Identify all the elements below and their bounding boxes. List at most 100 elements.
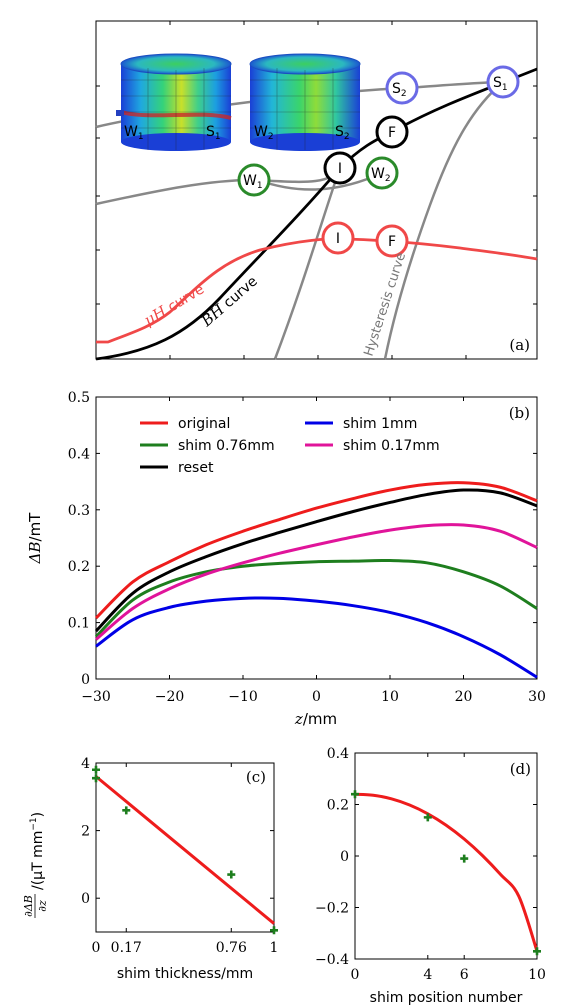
y-tick-label: 4 bbox=[81, 756, 90, 772]
x-tick-label: 0.76 bbox=[216, 940, 247, 956]
x-tick-label: 10 bbox=[381, 689, 399, 705]
legend-entry-original: original bbox=[178, 416, 230, 432]
y-tick-label: 0.2 bbox=[327, 798, 349, 814]
panel-c-ylabel: ∂ΔB ∂z /(μT mm−1) bbox=[22, 812, 49, 918]
series-line-shim-1mm bbox=[95, 596, 538, 679]
y-tick-label: 0.2 bbox=[68, 559, 90, 575]
panel-a-label: (a) bbox=[509, 336, 530, 354]
y-tick-label: 2 bbox=[81, 824, 90, 840]
panel-d-chart: 0 4 6 10 −0.4 −0.2 0 0.2 0.4 (d) shim position n… bbox=[315, 746, 546, 1006]
x-tick-label: 0 bbox=[312, 689, 321, 705]
x-tick-label: 6 bbox=[460, 967, 469, 983]
x-tick-label: 0 bbox=[351, 967, 360, 983]
legend-entry-shim-1mm: shim 1mm bbox=[343, 416, 417, 432]
panel-d-tick-labels: 0 4 6 10 −0.4 −0.2 0 0.2 0.4 bbox=[315, 746, 546, 983]
y-tick-label: 0.1 bbox=[68, 616, 90, 632]
y-tick-label: 0.3 bbox=[68, 503, 90, 519]
svg-text:F: F bbox=[388, 234, 396, 250]
y-tick-label: −0.2 bbox=[315, 901, 349, 917]
svg-text:∂z: ∂z bbox=[36, 900, 49, 912]
svg-text:W2: W2 bbox=[371, 166, 391, 184]
data-point bbox=[351, 790, 359, 799]
x-tick-label: 4 bbox=[423, 967, 432, 983]
series-line-reset bbox=[94, 488, 538, 633]
marker-f-red: F bbox=[375, 224, 409, 258]
y-tick-label: 0.4 bbox=[327, 746, 349, 762]
inset-label-s2: S2 bbox=[335, 124, 350, 142]
svg-text:S2: S2 bbox=[392, 81, 407, 99]
marker-w2: W2 bbox=[365, 156, 399, 190]
y-tick-label: 0.4 bbox=[68, 446, 90, 462]
x-tick-label: 20 bbox=[455, 689, 473, 705]
svg-text:S1: S1 bbox=[493, 75, 508, 93]
svg-text:/(μT mm−1): /(μT mm−1) bbox=[29, 812, 46, 890]
minor-loop-descending bbox=[273, 167, 342, 360]
data-point bbox=[270, 926, 278, 935]
marker-f-black: F bbox=[375, 115, 409, 149]
inset-cylinder-2 bbox=[249, 53, 361, 151]
inset-label-w1: W1 bbox=[124, 124, 144, 142]
data-point bbox=[227, 870, 236, 879]
y-tick-label: 0 bbox=[81, 672, 90, 688]
inset-cylinder-1 bbox=[116, 53, 232, 151]
panel-b-series bbox=[94, 481, 538, 679]
x-tick-label: −30 bbox=[81, 689, 111, 705]
x-tick-label: 1 bbox=[270, 940, 279, 956]
bh-curve bbox=[95, 67, 538, 361]
x-tick-label: 0.17 bbox=[111, 940, 142, 956]
hysteresis-curve-label: Hysteresis curve bbox=[362, 251, 410, 358]
svg-text:W1: W1 bbox=[243, 173, 263, 191]
x-tick-label: 0 bbox=[92, 940, 101, 956]
panel-c-frame bbox=[95, 762, 275, 933]
y-tick-label: 0 bbox=[81, 891, 90, 907]
uh-curve bbox=[96, 237, 538, 344]
panel-d-plot bbox=[351, 790, 541, 956]
marker-i-black: I bbox=[323, 151, 357, 185]
panel-a-frame bbox=[95, 20, 538, 360]
panel-b-ticks bbox=[95, 396, 538, 680]
x-tick-label: 30 bbox=[528, 689, 546, 705]
svg-text:∂ΔB: ∂ΔB bbox=[22, 895, 35, 917]
x-tick-label: −10 bbox=[228, 689, 258, 705]
fit-line bbox=[95, 775, 275, 925]
x-tick-label: 10 bbox=[528, 967, 546, 983]
panel-c-plot bbox=[92, 765, 278, 935]
svg-text:F: F bbox=[388, 125, 396, 141]
inset-label-s1: S1 bbox=[206, 124, 221, 142]
fit-line bbox=[354, 792, 539, 952]
minor-loop-left bbox=[95, 167, 342, 206]
panel-c-tick-labels: 0 0.17 0.76 1 0 2 4 bbox=[81, 756, 278, 956]
panel-b-label: (b) bbox=[509, 404, 530, 422]
marker-s2: S2 bbox=[385, 71, 419, 105]
panel-b-tick-labels: −30 −20 −10 0 10 20 30 0 0.1 0.2 0.3 0.4 0.5 bbox=[68, 390, 546, 705]
data-point bbox=[533, 947, 541, 956]
inset-label-w2: W2 bbox=[254, 124, 274, 142]
marker-i-red: I bbox=[321, 221, 355, 255]
data-point bbox=[92, 774, 100, 783]
panel-c-label: (c) bbox=[246, 768, 266, 786]
panel-d-frame bbox=[354, 752, 538, 960]
panel-b-ylabel: ΔB/mT bbox=[26, 512, 44, 565]
y-tick-label: −0.4 bbox=[315, 952, 349, 968]
svg-text:I: I bbox=[336, 231, 340, 247]
uh-curve-label: μH curve bbox=[141, 280, 207, 330]
series-line-shim-0-76mm bbox=[94, 558, 538, 638]
panel-d-xlabel: shim position number bbox=[370, 990, 523, 1006]
data-point bbox=[92, 765, 100, 774]
panel-d-label: (d) bbox=[510, 760, 531, 778]
legend-entry-shim-0-17mm: shim 0.17mm bbox=[343, 438, 440, 454]
y-tick-label: 0.5 bbox=[68, 390, 90, 406]
series-line-shim-0-17mm bbox=[95, 523, 538, 641]
y-tick-label: 0 bbox=[340, 849, 349, 865]
panel-d-ticks bbox=[354, 752, 538, 960]
data-point bbox=[460, 854, 469, 863]
svg-text:I: I bbox=[338, 161, 342, 177]
panel-b-xlabel: z/mm bbox=[294, 710, 337, 728]
panel-c-xlabel: shim thickness/mm bbox=[117, 966, 253, 982]
marker-w1: W1 bbox=[237, 163, 271, 197]
legend-entry-shim-0-76mm: shim 0.76mm bbox=[178, 438, 275, 454]
data-point bbox=[423, 813, 432, 822]
data-point bbox=[122, 806, 131, 815]
marker-s1: S1 bbox=[486, 65, 520, 99]
